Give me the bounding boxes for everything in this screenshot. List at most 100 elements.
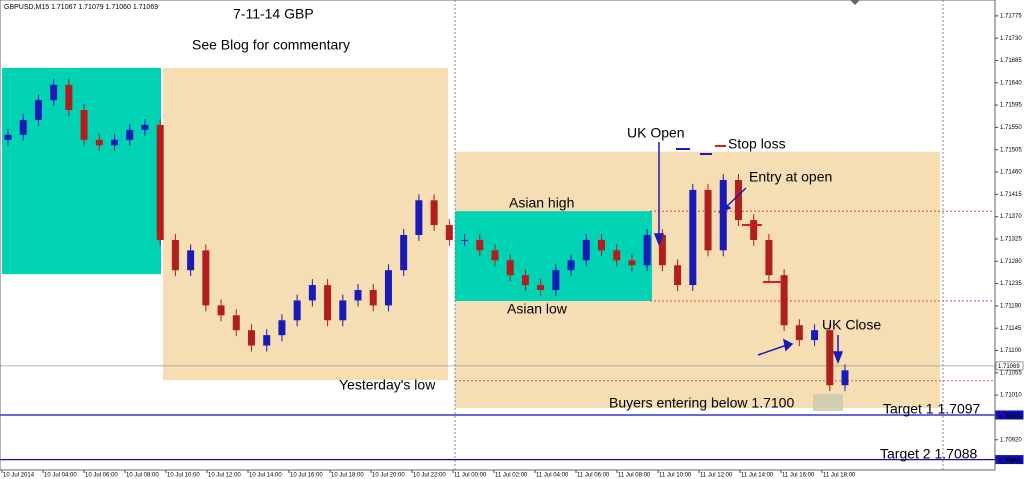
y-tick-label: 1.71010 [1000,393,1022,399]
candle-body [308,285,316,301]
annotation: Asian high [509,195,574,211]
candle-body [141,124,149,130]
y-tick-label: 1.71775 [1000,13,1022,19]
candle-body [50,84,58,101]
x-tick-label: 10 Jul 12:00 [208,473,241,479]
candle-body [582,239,590,261]
x-tick-label: 11 Jul 06:00 [577,473,610,479]
candle-body [795,325,803,341]
candle-body [339,300,347,321]
candle-body [750,220,758,240]
candle-body [598,239,606,251]
chart-title: 7-11-14 GBP [233,6,314,22]
x-tick-label: 11 Jul 10:00 [659,473,692,479]
candle-body [4,134,12,140]
candle-body [567,260,575,271]
candle-body [95,139,103,146]
annotation: UK Close [822,317,881,333]
y-tick-label: 1.71370 [1000,214,1022,220]
x-tick-label: 10 Jul 10:00 [167,473,200,479]
y-tick-label: 1.71100 [1000,348,1022,354]
chart-subtitle: See Blog for commentary [192,37,350,53]
x-tick-label: 10 Jul 06:00 [85,473,118,479]
x-tick-label: 11 Jul 08:00 [618,473,651,479]
plot-frame [0,0,996,471]
y-tick-label: 1.70965 [1000,415,1022,421]
x-tick-label: 11 Jul 16:00 [782,473,815,479]
x-tick-label: 11 Jul 00:00 [454,473,487,479]
candle-body [247,330,255,346]
y-tick-label: 1.71235 [1000,281,1022,287]
level-label-box [995,361,1024,371]
candle-body [430,200,438,226]
candle-body [400,235,408,271]
x-tick-label: 11 Jul 18:00 [823,473,856,479]
level-label: 1.71069 [998,364,1020,370]
candle-body [780,275,788,326]
candle-body [841,370,849,386]
x-tick-label: 10 Jul 14:00 [249,473,282,479]
candle-body [65,84,73,111]
candle-body [111,139,119,146]
axes: 1.71069 1.70970 1.70880 1.71775 1.71730 1.716… [1,13,1024,479]
annotation: Asian low [507,301,568,317]
candle-body [476,239,484,251]
annotation: Yesterday's low [339,377,436,393]
scroll-marker [850,0,860,5]
x-tick-label: 10 Jul 18:00 [331,473,364,479]
candle-body [217,305,225,316]
candle-body [202,250,210,306]
x-tick-label: 11 Jul 02:00 [495,473,528,479]
candle-body [734,179,742,221]
annotation: Target 1 1.7097 [883,401,981,417]
x-tick-label: 10 Jul 08:00 [126,473,159,479]
candle-body [324,285,332,321]
price-zone [2,67,161,275]
candle-body [491,250,499,261]
x-tick-label: 11 Jul 04:00 [536,473,569,479]
candle-body [704,189,712,251]
candle-body [187,250,195,271]
candle-body [19,119,27,135]
candle-body [293,300,301,321]
candle-body [521,275,529,286]
x-tick-label: 10 Jul 16:00 [290,473,323,479]
annotation: Buyers entering below 1.7100 [609,395,794,411]
level-dashes [676,145,782,283]
level-label-box [995,410,1024,420]
candle-body [658,235,666,266]
y-tick-label: 1.71415 [1000,192,1022,198]
candle-body [506,260,514,276]
annotation: UK Open [627,125,685,141]
candle-body [278,320,286,336]
candle-body [384,270,392,306]
candle-body [415,200,423,235]
candle-body [461,239,469,241]
symbol-header: GBPUSD,M15 1.71067 1.71079 1.71060 1.710… [4,4,158,11]
x-tick-label: 10 Jul 20:00 [372,473,405,479]
y-tick-label: 1.71055 [1000,370,1022,376]
y-tick-label: 1.71325 [1000,237,1022,243]
candle-body [765,239,773,276]
candle-body [34,100,42,120]
y-tick-label: 1.71550 [1000,125,1022,131]
candle-body [628,260,636,266]
candle-body [811,330,819,341]
candle-body [689,189,697,286]
y-tick-label: 1.70875 [1000,460,1022,466]
candle-body [369,290,377,306]
candle-body [445,225,453,240]
y-tick-label: 1.71640 [1000,80,1022,86]
x-tick-label: 10 Jul 2014 [3,473,35,479]
y-tick-label: 1.71190 [1000,303,1022,309]
candle-body [643,235,651,266]
candle-body [613,250,621,261]
y-tick-label: 1.71730 [1000,36,1022,42]
y-tick-label: 1.71280 [1000,259,1022,265]
y-tick-label: 1.71460 [1000,170,1022,176]
level-label: 1.70880 [998,458,1020,464]
y-tick-label: 1.71595 [1000,103,1022,109]
annotation: Target 2 1.7088 [880,446,978,462]
x-tick-label: 11 Jul 12:00 [700,473,733,479]
